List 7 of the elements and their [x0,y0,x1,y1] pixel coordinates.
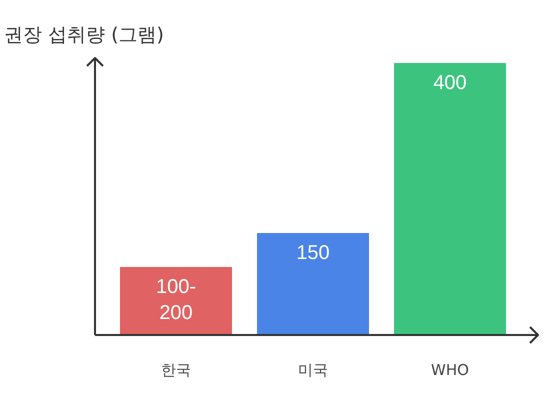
data-label: 100-200 [156,276,196,324]
x-tick-label: 미국 [298,361,328,379]
data-label: 400 [433,72,467,94]
data-label: 150 [296,242,330,264]
x-tick-label: 한국 [161,361,191,379]
y-axis-title: 권장 섭취량 (그램) [4,24,164,46]
x-tick-label: WHO [431,361,469,379]
